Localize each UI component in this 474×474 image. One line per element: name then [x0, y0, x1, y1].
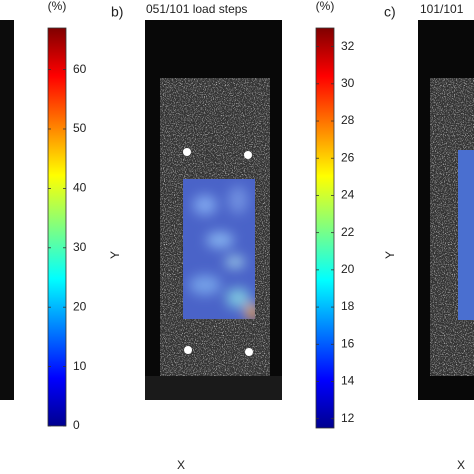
tick-label: 14	[341, 374, 355, 388]
y-axis-label: Y	[383, 251, 397, 259]
tick-label: 20	[341, 262, 355, 276]
tick-label: 20	[73, 299, 87, 313]
x-axis-label: X	[177, 458, 185, 472]
tick-label: 0	[73, 418, 80, 432]
tick-label: 32	[341, 39, 355, 53]
tick-label: 30	[341, 76, 355, 90]
specimen-image	[145, 20, 282, 400]
colorbar	[47, 27, 67, 427]
y-axis-label: Y	[108, 251, 122, 259]
tick-label: 10	[73, 359, 87, 373]
panel-title: 101/101	[420, 2, 464, 16]
tick-label: 12	[341, 411, 355, 425]
specimen-image	[0, 20, 14, 400]
panel-title: 051/101 load steps	[146, 2, 247, 16]
tick-label: 24	[341, 188, 355, 202]
panel-label: b)	[111, 4, 123, 20]
tick-label: 16	[341, 336, 355, 350]
tick-label: 22	[341, 225, 355, 239]
tick-label: 26	[341, 150, 355, 164]
tick-label: 28	[341, 113, 355, 127]
tick-label: 30	[73, 240, 87, 254]
specimen-image	[418, 20, 474, 400]
colorbar-unit: (%)	[48, 0, 67, 13]
colorbar	[315, 27, 335, 429]
tick-label: 50	[73, 121, 87, 135]
tick-label: 60	[73, 62, 87, 76]
colorbar-unit: (%)	[316, 0, 335, 13]
panel-label: c)	[384, 4, 396, 20]
tick-label: 40	[73, 181, 87, 195]
x-axis-label: X	[457, 458, 465, 472]
strain-map	[183, 179, 255, 319]
tick-label: 18	[341, 299, 355, 313]
